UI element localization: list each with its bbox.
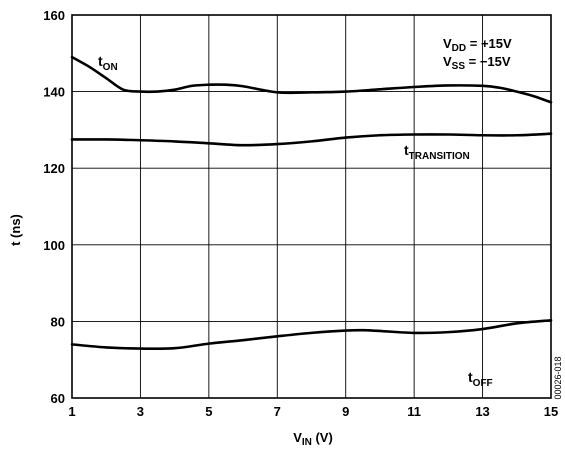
figure-code: 00026-018 — [553, 356, 563, 399]
y-tick-label: 160 — [43, 8, 65, 23]
y-tick-label: 100 — [43, 238, 65, 253]
y-tick-label: 140 — [43, 85, 65, 100]
x-tick-label: 3 — [137, 404, 144, 419]
label-t-on: tON — [98, 53, 118, 73]
x-axis-label-sub: IN — [302, 437, 312, 448]
x-axis-label: VIN (V) — [293, 430, 333, 448]
label-t-off: tOFF — [468, 369, 493, 389]
x-axis-label-suffix: (V) — [312, 430, 333, 445]
grid — [71, 14, 552, 399]
curves — [70, 55, 553, 351]
x-tick-label: 9 — [342, 404, 349, 419]
x-tick-label: 1 — [68, 404, 75, 419]
label-t-transition: tTRANSITION — [404, 142, 470, 162]
y-tick-labels: 60 80 100 120 140 160 — [43, 8, 65, 406]
y-tick-label: 120 — [43, 161, 65, 176]
series-t-on-line — [70, 55, 553, 104]
plot-frame — [71, 14, 552, 399]
y-axis-label: t (ns) — [8, 214, 23, 246]
x-tick-label: 11 — [407, 404, 421, 419]
y-tick-label: 60 — [51, 391, 65, 406]
x-tick-label: 5 — [205, 404, 212, 419]
condition-vdd: VDD = +15V — [443, 36, 512, 54]
series-t-off-line — [70, 318, 553, 351]
x-tick-labels: 1 3 5 7 9 11 13 15 — [68, 404, 558, 419]
series-t-transition-line — [70, 132, 553, 147]
x-tick-label: 7 — [274, 404, 281, 419]
y-tick-label: 80 — [51, 314, 65, 329]
x-tick-label: 13 — [475, 404, 489, 419]
x-tick-label: 15 — [544, 404, 558, 419]
x-axis-label-main: V — [293, 430, 302, 445]
condition-vss: VSS = −15V — [443, 54, 511, 72]
